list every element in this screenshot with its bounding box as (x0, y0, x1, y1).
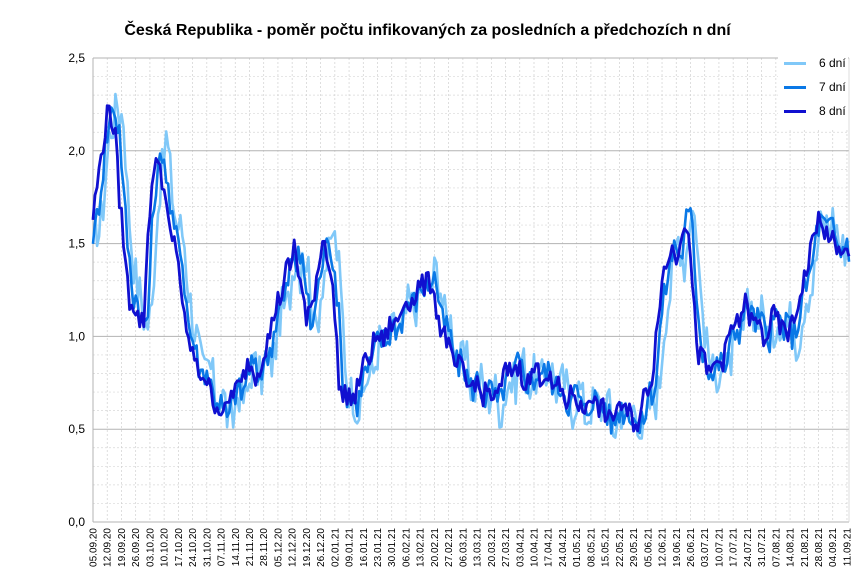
x-tick-label: 31.07.21 (757, 528, 768, 567)
x-tick-label: 24.04.21 (558, 528, 569, 567)
x-tick-label: 26.06.21 (686, 528, 697, 567)
y-tick-label: 2,5 (68, 51, 85, 65)
legend-label: 6 dní (819, 56, 846, 70)
x-tick-label: 15.05.21 (601, 528, 612, 567)
legend-swatch (784, 110, 806, 113)
x-tick-labels: 05.09.20 12.09.20 19.09.20 26.09.20 03.10.20… (89, 528, 854, 567)
x-tick-label: 19.06.21 (672, 528, 683, 567)
chart-title: Česká Republika - poměr počtu infikovaný… (124, 22, 731, 39)
x-tick-label: 13.03.21 (473, 528, 484, 567)
x-tick-label: 04.09.21 (828, 528, 839, 567)
legend-swatch (784, 86, 806, 89)
x-tick-label: 24.07.21 (743, 528, 754, 567)
legend-label: 8 dní (819, 104, 846, 118)
x-tick-label: 29.05.21 (629, 528, 640, 567)
x-tick-label: 12.06.21 (658, 528, 669, 567)
x-tick-label: 17.07.21 (729, 528, 740, 567)
legend-label: 7 dní (819, 80, 846, 94)
legend-swatch (784, 62, 806, 65)
x-tick-label: 17.04.21 (544, 528, 555, 567)
x-tick-label: 01.05.21 (572, 528, 583, 567)
x-tick-label: 31.10.20 (202, 528, 213, 567)
x-tick-label: 03.07.21 (700, 528, 711, 567)
x-tick-label: 14.11.20 (231, 528, 242, 567)
x-tick-label: 06.03.21 (458, 528, 469, 567)
x-tick-label: 08.05.21 (586, 528, 597, 567)
y-tick-labels: 0,0 0,5 1,0 1,5 2,0 2,5 (68, 51, 85, 529)
x-tick-label: 17.10.20 (174, 528, 185, 567)
x-tick-label: 12.12.20 (288, 528, 299, 567)
x-tick-label: 19.09.20 (117, 528, 128, 567)
x-tick-label: 27.03.21 (501, 528, 512, 567)
x-tick-label: 06.02.21 (401, 528, 412, 567)
x-tick-label: 07.11.20 (217, 528, 228, 567)
x-tick-label: 05.12.20 (273, 528, 284, 567)
x-tick-label: 30.01.21 (387, 528, 398, 567)
y-tick-label: 0,5 (68, 422, 85, 436)
x-tick-label: 22.05.21 (615, 528, 626, 567)
x-tick-label: 16.01.21 (359, 528, 370, 567)
x-tick-label: 09.01.21 (345, 528, 356, 567)
x-tick-label: 07.08.21 (771, 528, 782, 567)
y-tick-label: 1,5 (68, 237, 85, 251)
x-tick-label: 19.12.20 (302, 528, 313, 567)
x-tick-label: 20.03.21 (487, 528, 498, 567)
x-tick-label: 26.12.20 (316, 528, 327, 567)
x-tick-label: 13.02.21 (416, 528, 427, 567)
x-tick-label: 02.01.21 (330, 528, 341, 567)
x-tick-label: 05.09.20 (89, 528, 100, 567)
series-line-8-dni (91, 104, 851, 433)
x-tick-label: 03.04.21 (515, 528, 526, 567)
x-tick-label: 28.08.21 (814, 528, 825, 567)
x-tick-label: 27.02.21 (444, 528, 455, 567)
x-tick-label: 10.10.20 (160, 528, 171, 567)
x-tick-label: 28.11.20 (259, 528, 270, 567)
x-tick-label: 10.04.21 (530, 528, 541, 567)
x-tick-label: 03.10.20 (145, 528, 156, 567)
y-tick-label: 1,0 (68, 329, 85, 343)
x-tick-label: 26.09.20 (131, 528, 142, 567)
axes (92, 58, 850, 523)
x-tick-label: 24.10.20 (188, 528, 199, 567)
x-tick-label: 23.01.21 (373, 528, 384, 567)
y-tick-label: 2,0 (68, 144, 85, 158)
x-tick-label: 14.08.21 (786, 528, 797, 567)
x-tick-label: 10.07.21 (714, 528, 725, 567)
x-tick-label: 21.11.20 (245, 528, 256, 567)
grid (92, 57, 849, 523)
x-tick-label: 05.06.21 (643, 528, 654, 567)
x-tick-label: 11.09.21 (842, 528, 853, 567)
x-tick-label: 21.08.21 (800, 528, 811, 567)
x-tick-label: 20.02.21 (430, 528, 441, 567)
x-tick-label: 12.09.20 (103, 528, 114, 567)
series-lines (91, 92, 851, 440)
legend: 6 dní 7 dní 8 dní (778, 52, 848, 128)
y-tick-label: 0,0 (68, 515, 85, 529)
